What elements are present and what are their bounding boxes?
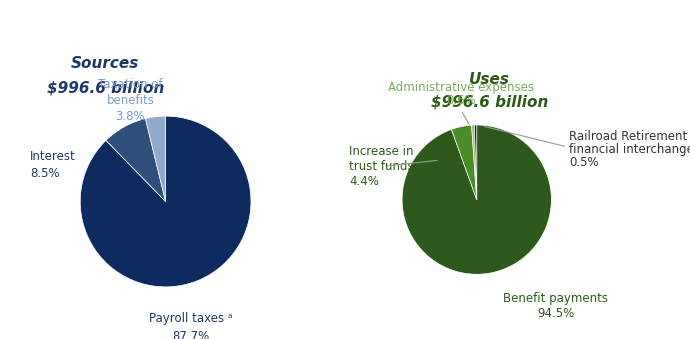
Text: 0.5%: 0.5%	[569, 156, 598, 169]
Wedge shape	[402, 125, 551, 274]
Text: benefits: benefits	[106, 94, 155, 107]
Text: 87.7%: 87.7%	[172, 330, 209, 339]
Wedge shape	[146, 116, 166, 201]
Wedge shape	[475, 125, 477, 200]
Text: Railroad Retirement: Railroad Retirement	[569, 130, 687, 143]
Text: Administrative expenses: Administrative expenses	[388, 81, 534, 94]
Text: 4.4%: 4.4%	[349, 175, 380, 188]
Text: Interest: Interest	[30, 150, 76, 163]
Wedge shape	[106, 119, 166, 201]
Text: Payroll taxes ᵃ: Payroll taxes ᵃ	[149, 312, 233, 325]
Text: 94.5%: 94.5%	[537, 307, 574, 320]
Text: Uses: Uses	[469, 72, 511, 87]
Text: Benefit payments: Benefit payments	[503, 292, 609, 305]
Text: Taxation of: Taxation of	[98, 78, 163, 91]
Text: 8.5%: 8.5%	[30, 167, 59, 180]
Text: Increase in: Increase in	[349, 145, 414, 158]
Text: financial interchange: financial interchange	[569, 143, 690, 156]
Wedge shape	[80, 116, 251, 287]
Text: 3.8%: 3.8%	[116, 110, 146, 123]
Text: $996.6 billion: $996.6 billion	[47, 81, 164, 96]
Text: 0.6%: 0.6%	[446, 95, 476, 107]
Wedge shape	[471, 125, 477, 200]
Text: $996.6 billion: $996.6 billion	[431, 94, 549, 109]
Wedge shape	[451, 125, 477, 200]
Text: Sources: Sources	[71, 56, 139, 71]
Text: trust funds: trust funds	[349, 160, 414, 173]
